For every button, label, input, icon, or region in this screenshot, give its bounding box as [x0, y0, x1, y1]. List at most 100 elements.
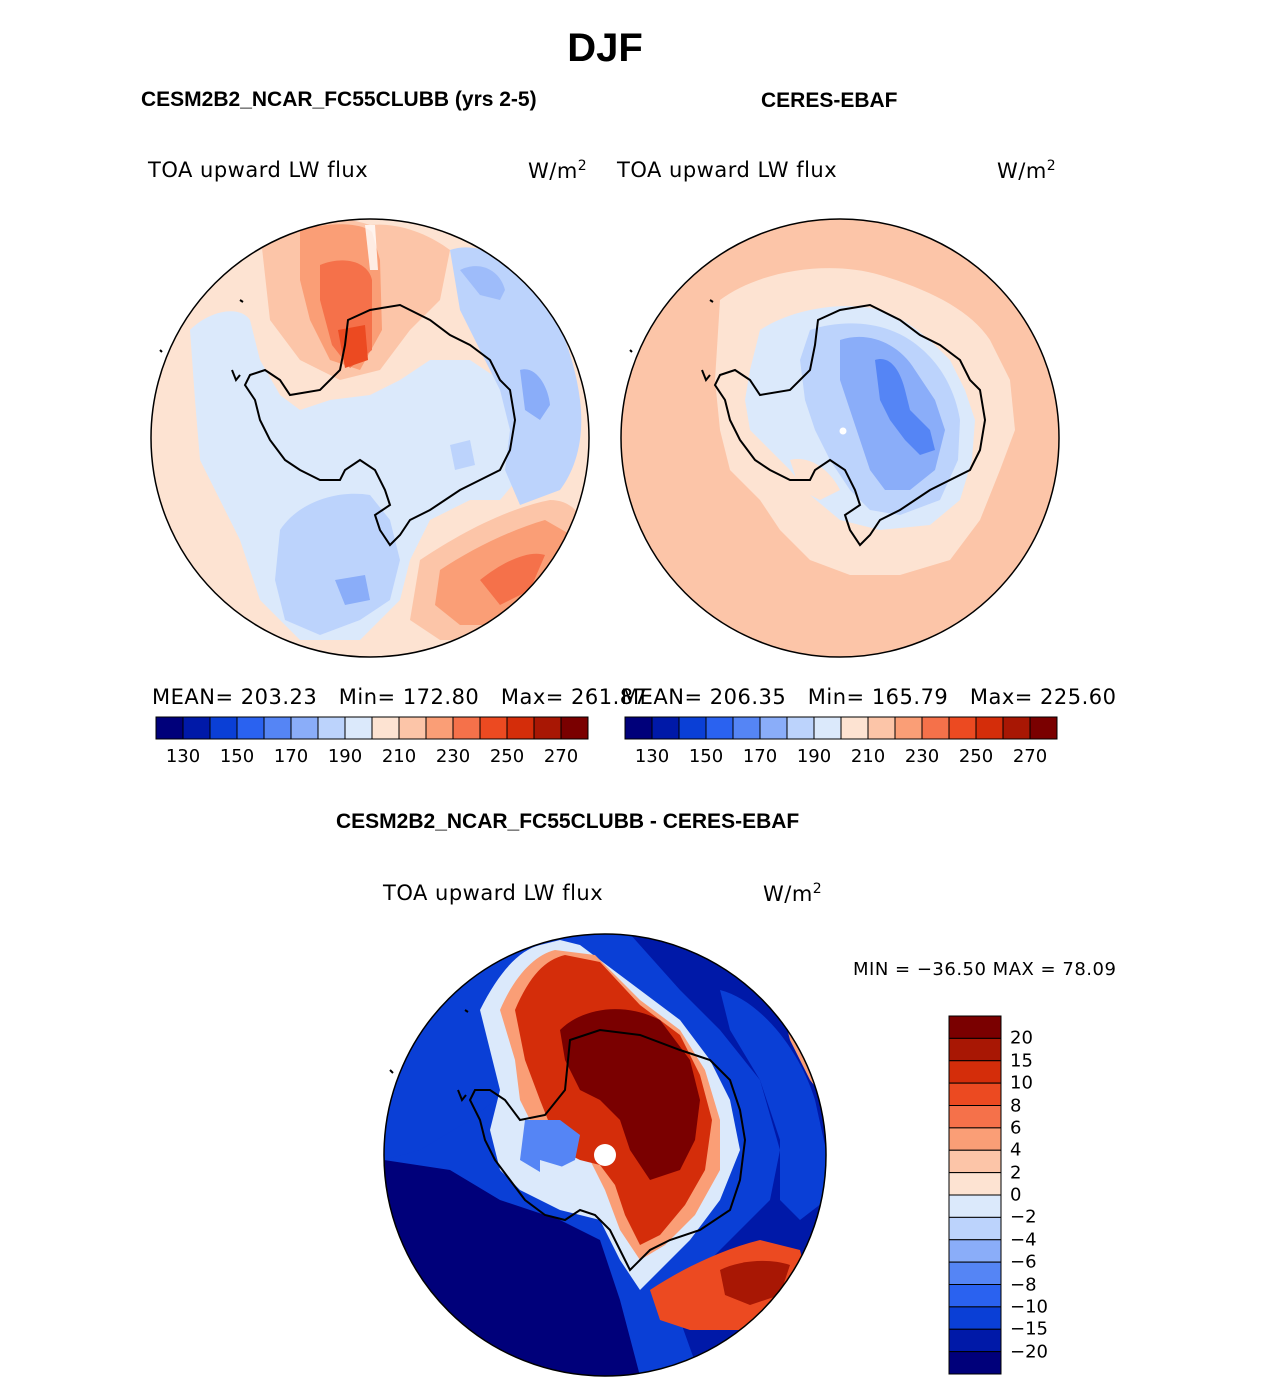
colorbar-swatch: [155, 716, 184, 740]
diff-minmax: MIN = −36.50 MAX = 78.09: [853, 959, 1117, 980]
colorbar-swatch: [948, 1239, 1002, 1263]
colorbar-tick-label: 2: [1010, 1162, 1022, 1184]
colorbar-swatch: [948, 1149, 1002, 1174]
colorbar-swatch: [1002, 716, 1031, 740]
colorbar-tick-label: 270: [543, 746, 579, 767]
colorbar-swatch: [290, 716, 319, 740]
colorbar-swatch: [948, 1328, 1002, 1353]
colorbar-tick-label: −8: [1010, 1274, 1037, 1295]
colorbar-tick-label: 170: [273, 746, 309, 767]
colorbar-swatch: [209, 716, 238, 740]
figure-title: DJF: [567, 26, 643, 70]
colorbar-swatch: [786, 716, 815, 740]
colorbar-tick-label: 10: [1010, 1072, 1033, 1094]
colorbar-swatch: [948, 1082, 1002, 1106]
colorbar-swatch: [398, 716, 427, 740]
colorbar-tick-label: 170: [742, 746, 778, 767]
colorbar-swatch: [452, 716, 481, 740]
colorbar-swatch: [948, 1060, 1002, 1084]
colorbar-swatch: [975, 716, 1004, 740]
colorbar-swatch: [651, 716, 680, 740]
colorbar-swatch: [948, 1037, 1002, 1062]
panel-1-title: CESM2B2_NCAR_FC55CLUBB (yrs 2-5): [141, 88, 537, 111]
colorbar-swatch: [344, 716, 373, 740]
colorbar-swatch: [948, 716, 977, 740]
diff-colorbar-ticks: 20 15 10 8 6 4 2 0 −2 −4 −6 −8 −10 −15 −20: [1010, 1016, 1090, 1374]
colorbar-swatch: [948, 1194, 1002, 1218]
colorbar-swatch: [624, 716, 653, 740]
colorbar-swatch: [948, 1261, 1002, 1285]
colorbar-swatch: [506, 716, 535, 740]
colorbar-tick-label: 0: [1010, 1184, 1022, 1206]
colorbar-swatch: [1029, 716, 1058, 740]
panel-2-field: [621, 219, 1059, 657]
colorbar-swatch: [371, 716, 400, 740]
colorbar-swatch: [263, 716, 292, 740]
colorbar-swatch: [182, 716, 211, 740]
colorbar-tick-label: 210: [381, 746, 417, 767]
panel-2-title: CERES-EBAF: [761, 89, 898, 112]
colorbar-swatch: [533, 716, 562, 740]
panel-1-stats: MEAN= 203.23 Min= 172.80 Max= 261.87: [152, 685, 648, 709]
colorbar-swatch: [948, 1216, 1002, 1241]
panel-2-variable-label: TOA upward LW flux: [617, 158, 838, 182]
colorbar-tick-label: 250: [958, 746, 994, 767]
colorbar-swatch: [948, 1015, 1002, 1039]
colorbar-swatch: [732, 716, 761, 740]
colorbar-swatch: [813, 716, 842, 740]
colorbar-tick-label: 6: [1010, 1117, 1022, 1139]
panel-2-colorbar: [624, 716, 1058, 740]
colorbar-tick-label: 230: [435, 746, 471, 767]
colorbar-swatch: [560, 716, 589, 740]
colorbar-tick-label: −10: [1010, 1296, 1048, 1318]
colorbar-swatch: [678, 716, 707, 740]
colorbar-tick-label: 210: [850, 746, 886, 767]
panel-1-colorbar-ticks: 130 150 170 190 210 230 250 270: [156, 746, 588, 770]
diff-variable-label: TOA upward LW flux: [383, 881, 604, 905]
colorbar-swatch: [948, 1284, 1002, 1308]
colorbar-swatch: [479, 716, 508, 740]
panel-2-stats: MEAN= 206.35 Min= 165.79 Max= 225.60: [621, 685, 1117, 709]
colorbar-tick-label: 8: [1010, 1095, 1022, 1116]
colorbar-tick-label: −20: [1010, 1341, 1048, 1363]
colorbar-swatch: [317, 716, 346, 740]
panel-1-field: [151, 219, 589, 657]
colorbar-swatch: [948, 1351, 1002, 1375]
colorbar-tick-label: 190: [796, 746, 832, 767]
colorbar-tick-label: 15: [1010, 1050, 1033, 1072]
colorbar-swatch: [948, 1127, 1002, 1151]
colorbar-tick-label: 190: [327, 746, 363, 767]
colorbar-tick-label: 4: [1010, 1139, 1022, 1161]
colorbar-tick-label: 150: [688, 746, 724, 767]
colorbar-tick-label: −2: [1010, 1206, 1037, 1228]
colorbar-swatch: [894, 716, 923, 740]
colorbar-tick-label: −4: [1010, 1229, 1037, 1251]
colorbar-tick-label: 130: [165, 746, 201, 767]
diff-panel-title: CESM2B2_NCAR_FC55CLUBB - CERES-EBAF: [336, 810, 800, 833]
colorbar-tick-label: 150: [219, 746, 255, 767]
colorbar-tick-label: 130: [634, 746, 670, 767]
panel-2-colorbar-ticks: 130 150 170 190 210 230 250 270: [625, 746, 1057, 770]
panel-1-units-label: W/m2: [528, 158, 588, 183]
colorbar-swatch: [921, 716, 950, 740]
colorbar-tick-label: 230: [904, 746, 940, 767]
colorbar-swatch: [236, 716, 265, 740]
colorbar-tick-label: 20: [1010, 1027, 1033, 1049]
diff-colorbar: [948, 1015, 1002, 1375]
colorbar-swatch: [759, 716, 788, 740]
panel-1-variable-label: TOA upward LW flux: [148, 158, 369, 182]
colorbar-swatch: [705, 716, 734, 740]
colorbar-swatch: [948, 1105, 1002, 1129]
colorbar-swatch: [948, 1172, 1002, 1196]
colorbar-tick-label: −6: [1010, 1251, 1037, 1273]
colorbar-tick-label: 270: [1012, 746, 1048, 767]
colorbar-tick-label: −15: [1010, 1318, 1048, 1340]
panel-1-colorbar: [155, 716, 589, 740]
colorbar-swatch: [425, 716, 454, 740]
panel-2-units-label: W/m2: [997, 158, 1057, 183]
colorbar-swatch: [948, 1306, 1002, 1330]
diff-units-label: W/m2: [763, 881, 823, 906]
colorbar-swatch: [867, 716, 896, 740]
colorbar-tick-label: 250: [489, 746, 525, 767]
